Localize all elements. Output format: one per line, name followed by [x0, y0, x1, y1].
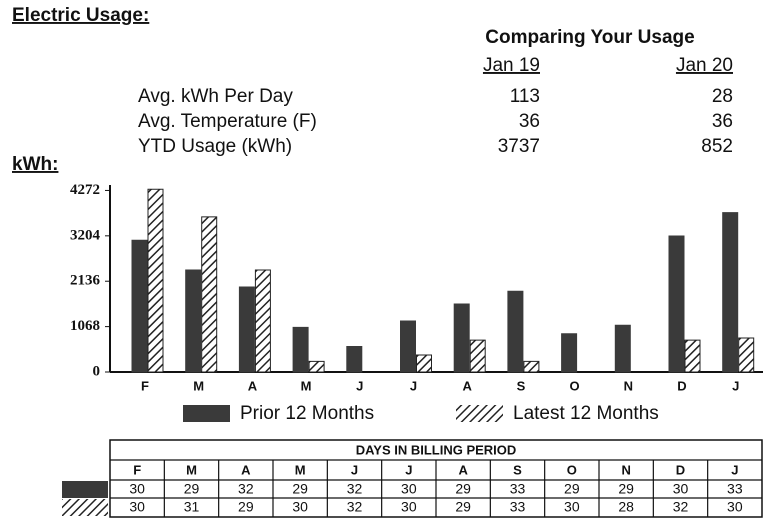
x-tick-label: F — [141, 378, 149, 393]
row-value: 3737 — [498, 136, 540, 157]
table-cell: 30 — [564, 499, 580, 515]
bar — [453, 303, 470, 373]
bar — [400, 320, 416, 373]
bar — [201, 216, 218, 373]
table-cell: 29 — [184, 481, 200, 497]
table-cell: 32 — [347, 481, 363, 497]
x-tick-label: M — [301, 378, 312, 393]
table-month: D — [676, 462, 685, 477]
table-cell: 32 — [347, 499, 363, 515]
table-cell: 29 — [455, 481, 471, 497]
legend-swatch — [183, 405, 230, 422]
row-value: 36 — [519, 111, 540, 132]
table-cell: 32 — [673, 499, 689, 515]
x-tick-label: J — [356, 378, 363, 393]
row-label: YTD Usage (kWh) — [138, 136, 292, 157]
table-month: J — [405, 462, 412, 477]
table-cell: 30 — [292, 499, 308, 515]
table-cell: 28 — [618, 499, 634, 515]
table-cell: 33 — [510, 481, 526, 497]
y-tick-label: 4272 — [70, 182, 100, 198]
table-cell: 29 — [292, 481, 308, 497]
row-value: 36 — [712, 111, 733, 132]
latest-key — [62, 499, 108, 516]
comparison-title: Comparing Your Usage — [485, 27, 694, 48]
table-cell: 32 — [238, 481, 254, 497]
bar — [523, 360, 540, 373]
bar — [416, 354, 432, 373]
table-month: N — [621, 462, 630, 477]
table-month: M — [295, 462, 306, 477]
table-cell: 30 — [727, 499, 743, 515]
table-cell: 29 — [618, 481, 634, 497]
table-cell: 31 — [184, 499, 200, 515]
legend-swatch — [456, 405, 503, 422]
table-cell: 29 — [238, 499, 254, 515]
x-tick-label: A — [463, 378, 473, 393]
table-month: O — [567, 462, 577, 477]
table-month: A — [458, 462, 468, 477]
row-label: Avg. Temperature (F) — [138, 111, 317, 132]
legend-label: Latest 12 Months — [513, 403, 659, 424]
row-value: 113 — [510, 86, 540, 107]
table-cell: 33 — [510, 499, 526, 515]
table-cell: 30 — [401, 481, 417, 497]
table-month: S — [513, 462, 522, 477]
table-month: F — [133, 462, 141, 477]
x-tick-label: J — [410, 378, 417, 393]
x-tick-label: J — [732, 378, 739, 393]
table-cell: 30 — [401, 499, 417, 515]
x-tick-label: S — [517, 378, 526, 393]
table-month: M — [186, 462, 197, 477]
table-cell: 33 — [727, 481, 743, 497]
y-axis-label: kWh: — [12, 154, 58, 175]
column-header: Jan 20 — [676, 55, 733, 76]
bar — [561, 333, 578, 373]
x-tick-label: A — [248, 378, 258, 393]
x-tick-label: D — [677, 378, 686, 393]
table-cell: 29 — [455, 499, 471, 515]
row-value: 852 — [701, 136, 733, 157]
legend-label: Prior 12 Months — [240, 403, 374, 424]
y-tick-label: 0 — [93, 363, 101, 379]
prior-key — [62, 481, 108, 498]
y-tick-label: 2136 — [70, 273, 101, 289]
bar — [684, 339, 701, 373]
bar — [738, 337, 755, 373]
table-cell: 29 — [564, 481, 580, 497]
bar — [614, 324, 631, 373]
table-cell: 30 — [673, 481, 689, 497]
bar — [131, 239, 148, 373]
bar — [185, 269, 202, 373]
bar — [469, 339, 486, 373]
column-header: Jan 19 — [483, 55, 540, 76]
y-tick-label: 3204 — [70, 227, 101, 243]
y-tick-label: 1068 — [70, 318, 100, 334]
x-tick-label: O — [570, 378, 580, 393]
x-tick-label: N — [624, 378, 633, 393]
table-month: A — [241, 462, 251, 477]
bar — [238, 286, 255, 373]
bar — [668, 235, 685, 373]
row-value: 28 — [712, 86, 733, 107]
bar — [308, 360, 325, 373]
table-month: J — [731, 462, 738, 477]
bar — [507, 290, 524, 373]
table-cell: 30 — [129, 481, 145, 497]
bar — [292, 326, 309, 373]
table-title: DAYS IN BILLING PERIOD — [356, 442, 517, 457]
x-tick-label: M — [193, 378, 204, 393]
bar — [254, 269, 271, 373]
row-label: Avg. kWh Per Day — [138, 86, 293, 107]
table-cell: 30 — [129, 499, 145, 515]
bar — [346, 346, 363, 373]
section-title: Electric Usage: — [12, 5, 149, 26]
table-month: J — [351, 462, 358, 477]
bar — [147, 188, 164, 373]
bar — [722, 212, 739, 373]
